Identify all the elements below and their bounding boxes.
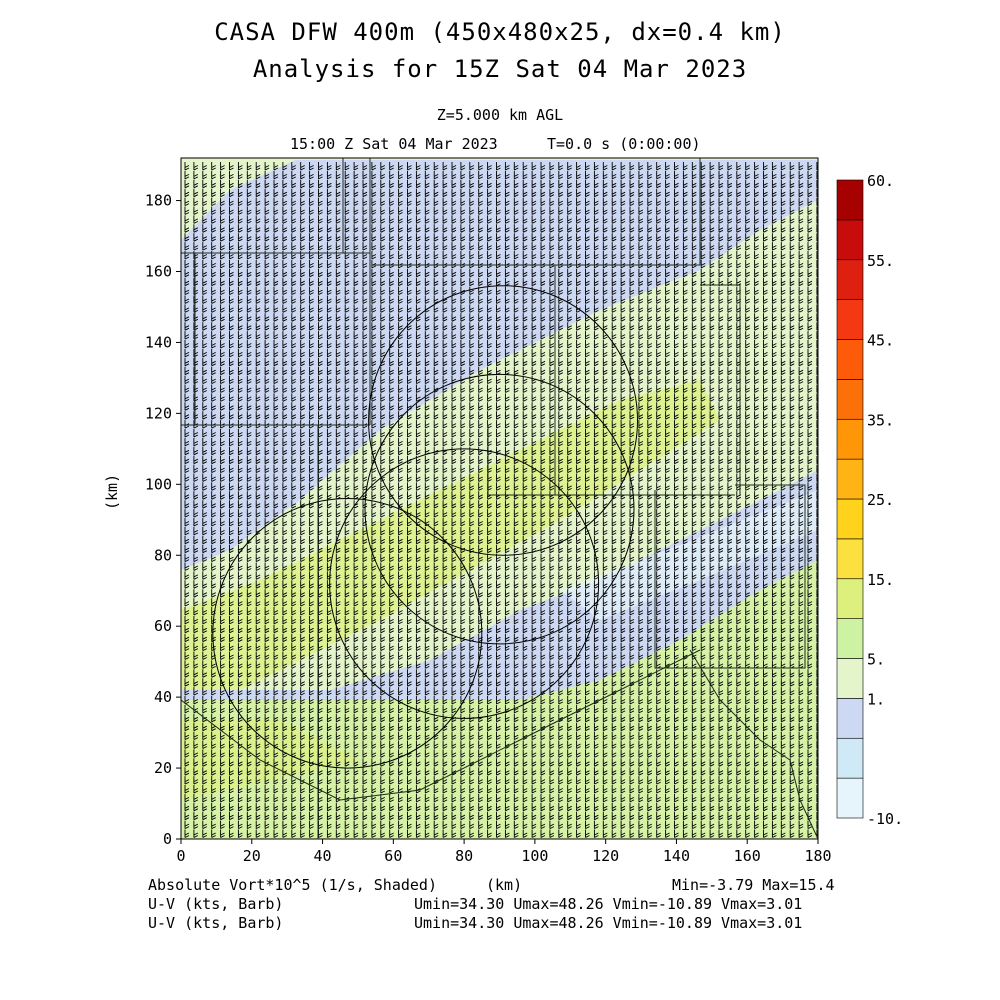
radar-range-rings <box>212 285 639 769</box>
field-label: Absolute Vort*10^5 (1/s, Shaded) <box>148 876 437 894</box>
y-axis: 0 20 40 60 80 100 120 140 160 180 <box>145 192 181 848</box>
barb-stats-2: Umin=34.30 Umax=48.26 Vmin=-10.89 Vmax=3… <box>414 914 803 932</box>
colorbar-swatch <box>836 219 864 261</box>
colorbar-swatch <box>836 339 864 380</box>
chart-subtitle: Analysis for 15Z Sat 04 Mar 2023 <box>252 55 748 83</box>
barb-label-1: U-V (kts, Barb) <box>148 895 284 913</box>
x-axis-label: (km) <box>486 876 523 894</box>
x-tick-label: 60 <box>384 847 402 865</box>
colorbar-label: 25. <box>867 491 894 509</box>
colorbar-label: 35. <box>867 411 894 429</box>
y-tick-label: 180 <box>145 192 172 210</box>
x-tick-label: 20 <box>243 847 261 865</box>
chart-title: CASA DFW 400m (450x480x25, dx=0.4 km) <box>214 18 786 46</box>
wind-barbs <box>184 162 818 838</box>
colorbar-swatch <box>836 578 864 619</box>
colorbar-label: 45. <box>867 332 894 350</box>
y-tick-label: 20 <box>154 759 172 777</box>
colorbar-swatch <box>836 618 864 659</box>
y-tick-label: 100 <box>145 475 172 493</box>
x-tick-label: 120 <box>592 847 619 865</box>
x-tick-label: 180 <box>804 847 831 865</box>
colorbar-swatch <box>836 259 864 300</box>
valid-time: 15:00 Z Sat 04 Mar 2023 <box>290 135 498 153</box>
y-tick-label: 60 <box>154 617 172 635</box>
y-tick-label: 40 <box>154 688 172 706</box>
y-tick-label: 80 <box>154 546 172 564</box>
colorbar-swatch <box>836 498 864 540</box>
colorbar-swatch <box>836 379 864 420</box>
colorbar-swatch <box>836 299 864 340</box>
x-tick-label: 140 <box>663 847 690 865</box>
colorbar-swatch <box>836 698 864 739</box>
barb-stats-1: Umin=34.30 Umax=48.26 Vmin=-10.89 Vmax=3… <box>414 895 803 913</box>
county-boundaries <box>181 158 818 839</box>
x-tick-label: 100 <box>521 847 548 865</box>
plot-frame <box>180 157 819 840</box>
range-ring <box>329 448 600 719</box>
colorbar: -10. 1. 5. 15. 25. 35. 45. 55. 60. <box>836 172 903 828</box>
range-ring <box>212 498 483 769</box>
colorbar-label: 60. <box>867 172 894 190</box>
barb-label-2: U-V (kts, Barb) <box>148 914 284 932</box>
x-axis: 0 20 40 60 80 100 120 140 160 180 <box>176 839 832 865</box>
elapsed-time: T=0.0 s (0:00:00) <box>547 135 701 153</box>
range-ring <box>368 285 639 556</box>
colorbar-swatch <box>836 538 864 580</box>
min-max-label: Min=-3.79 Max=15.4 <box>672 876 835 894</box>
y-tick-label: 160 <box>145 263 172 281</box>
x-tick-label: 160 <box>734 847 761 865</box>
range-ring <box>364 373 635 645</box>
colorbar-swatch <box>836 458 864 500</box>
y-tick-label: 0 <box>163 830 172 848</box>
y-axis-label: (km) <box>103 473 121 510</box>
colorbar-swatch <box>836 179 864 221</box>
colorbar-label: 5. <box>867 651 885 669</box>
colorbar-label: 55. <box>867 252 894 270</box>
colorbar-swatch <box>836 777 864 819</box>
colorbar-label: 15. <box>867 571 894 589</box>
level-label: Z=5.000 km AGL <box>436 106 564 124</box>
colorbar-swatch <box>836 418 864 460</box>
y-tick-label: 120 <box>145 404 172 422</box>
colorbar-swatch <box>836 737 864 779</box>
y-tick-label: 140 <box>145 333 172 351</box>
x-tick-label: 80 <box>455 847 473 865</box>
colorbar-label: -10. <box>867 810 903 828</box>
wind-barb-grid <box>184 162 818 838</box>
x-tick-label: 0 <box>176 847 185 865</box>
colorbar-swatch <box>836 658 864 699</box>
x-tick-label: 40 <box>314 847 332 865</box>
colorbar-label: 1. <box>867 690 885 708</box>
